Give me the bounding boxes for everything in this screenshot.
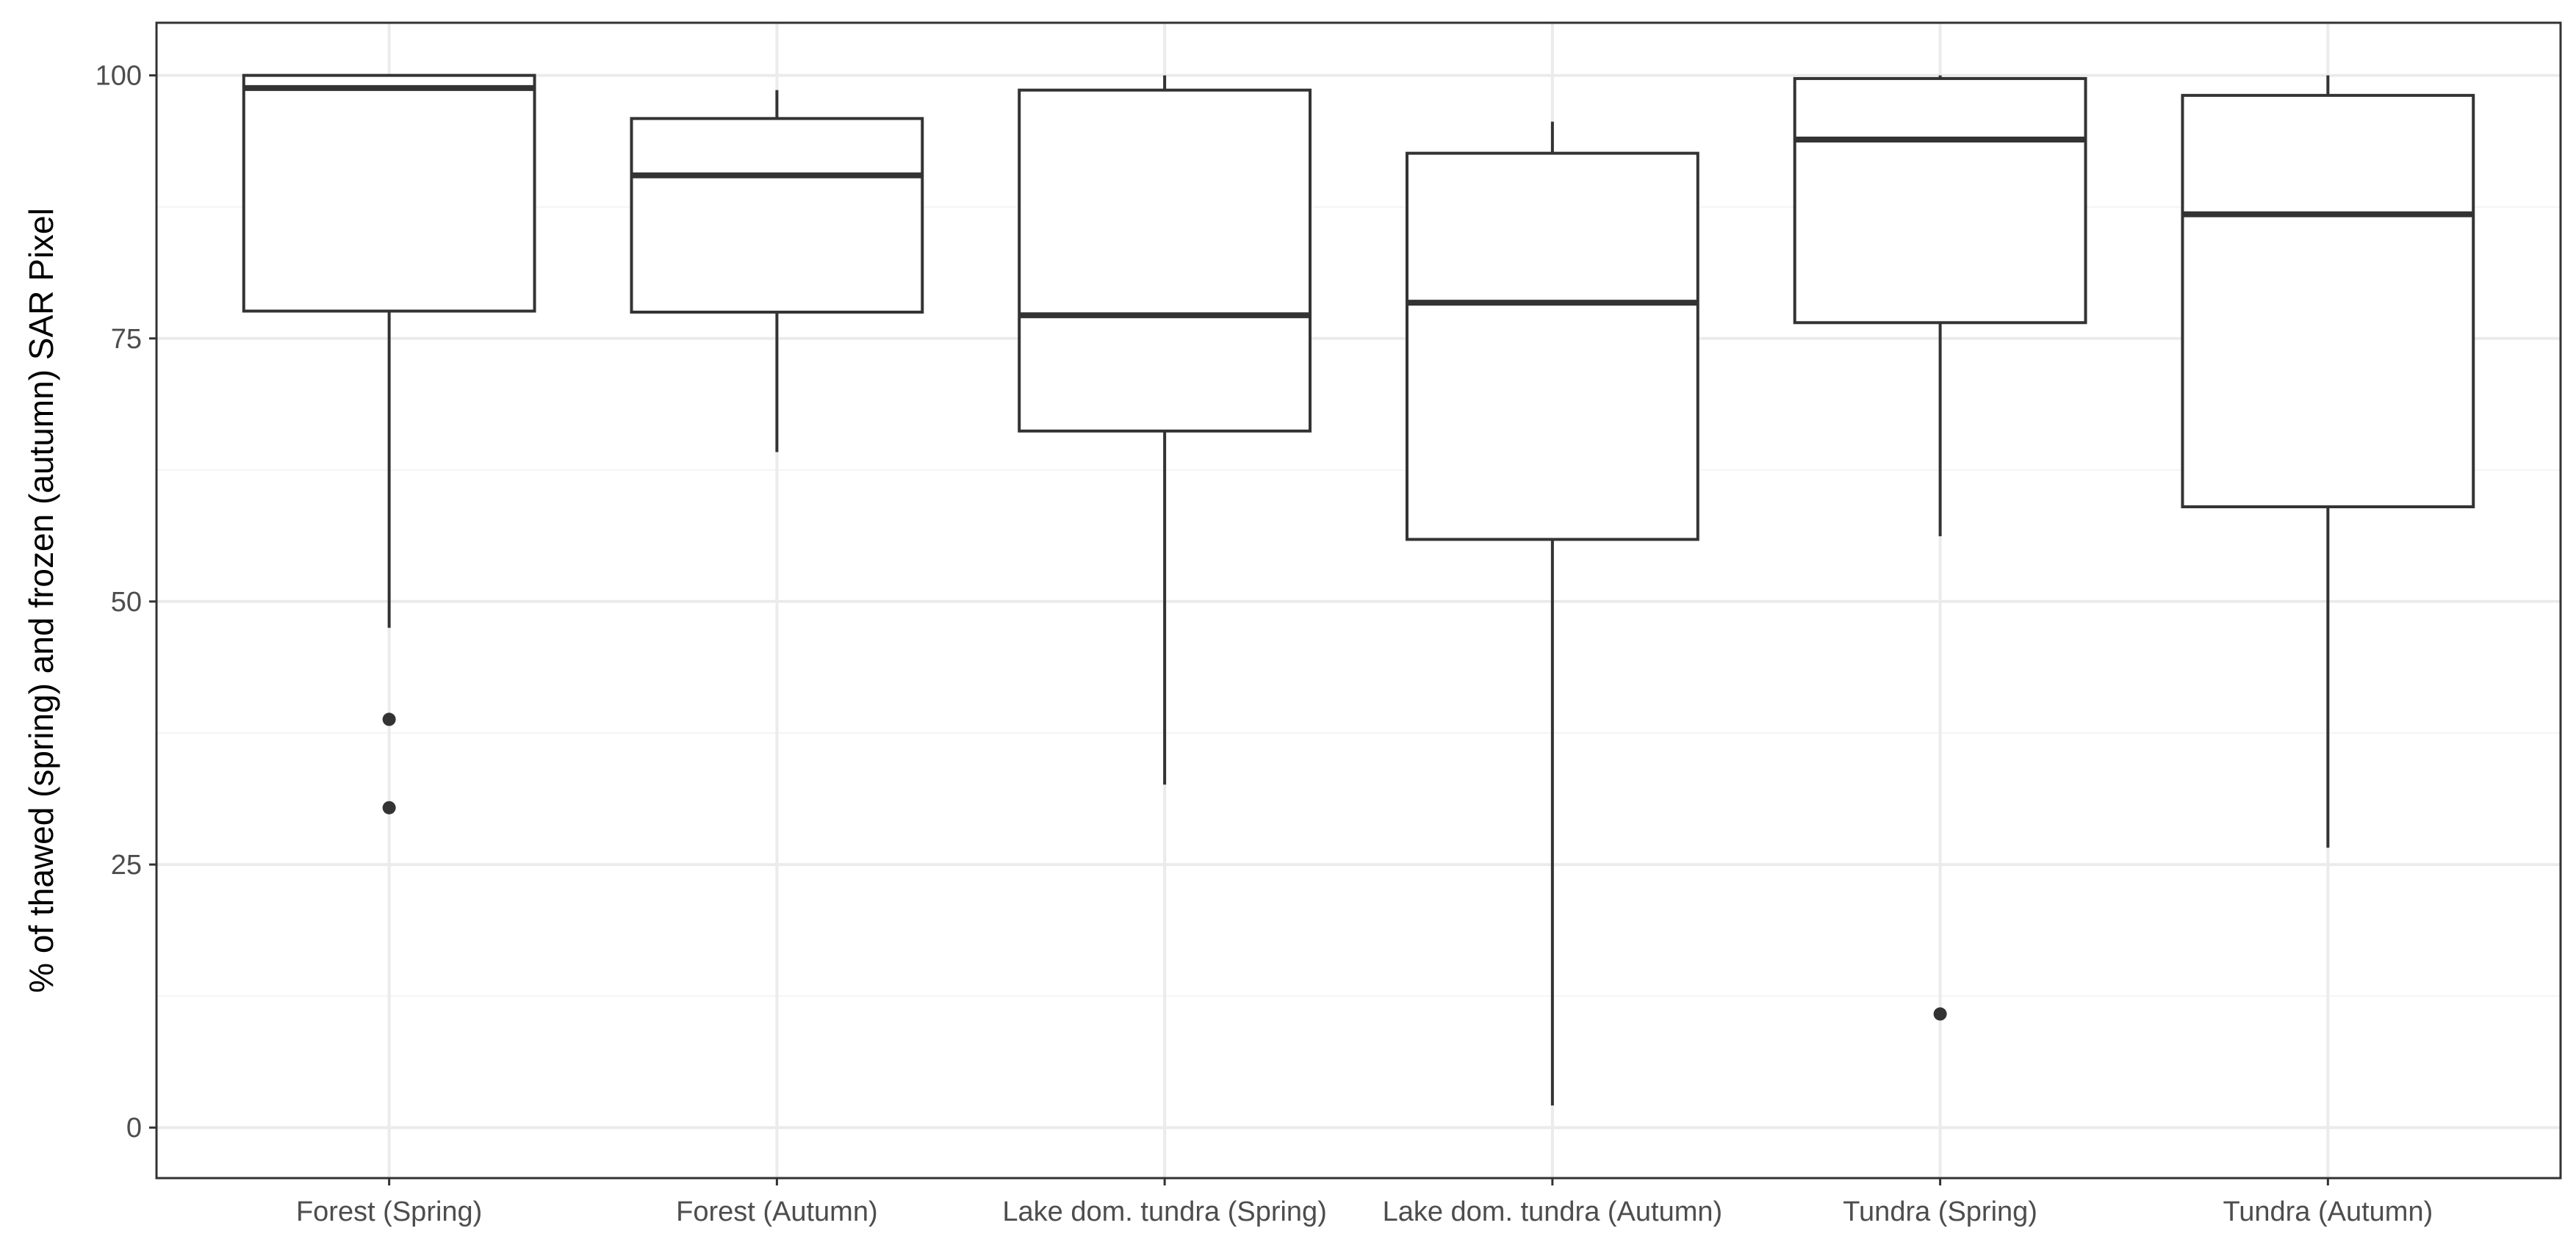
x-axis: Forest (Spring) Forest (Autumn) Lake dom. … bbox=[296, 1178, 2433, 1227]
iqr-box bbox=[630, 117, 924, 314]
boxes-layer bbox=[242, 73, 2475, 1106]
x-tick-label-lake-dom-tundra-autumn: Lake dom. tundra (Autumn) bbox=[1383, 1196, 1723, 1227]
y-tick-label: 25 bbox=[111, 850, 142, 881]
outlier-point bbox=[1933, 1007, 1947, 1021]
box-forest-autumn bbox=[630, 90, 924, 452]
x-tick-label-forest-spring: Forest (Spring) bbox=[296, 1196, 482, 1227]
box-forest-spring bbox=[242, 73, 536, 815]
outlier-point bbox=[382, 801, 396, 815]
outlier-point bbox=[382, 712, 396, 726]
x-tick-label-lake-dom-tundra-spring: Lake dom. tundra (Spring) bbox=[1002, 1196, 1326, 1227]
x-tick-label-tundra-spring: Tundra (Spring) bbox=[1843, 1196, 2037, 1227]
box-lake-dom-tundra-autumn bbox=[1405, 121, 1699, 1106]
iqr-box bbox=[1405, 151, 1699, 541]
y-axis-title: % of thawed (spring) and frozen (autumn)… bbox=[22, 208, 60, 993]
y-tick-label: 50 bbox=[111, 587, 142, 618]
box-tundra-spring bbox=[1793, 75, 2087, 1021]
box-lake-dom-tundra-spring bbox=[1018, 75, 1312, 785]
iqr-box bbox=[1018, 88, 1312, 433]
box-tundra-autumn bbox=[2181, 75, 2475, 848]
x-tick-label-forest-autumn: Forest (Autumn) bbox=[676, 1196, 878, 1227]
iqr-box bbox=[2181, 93, 2475, 508]
y-axis: 0 25 50 75 100 bbox=[96, 61, 156, 1144]
iqr-box bbox=[1793, 76, 2087, 325]
x-tick-label-tundra-autumn: Tundra (Autumn) bbox=[2223, 1196, 2433, 1227]
y-tick-label: 100 bbox=[96, 61, 142, 92]
iqr-box bbox=[242, 73, 536, 313]
y-tick-label: 0 bbox=[126, 1113, 142, 1144]
y-tick-label: 75 bbox=[111, 324, 142, 355]
